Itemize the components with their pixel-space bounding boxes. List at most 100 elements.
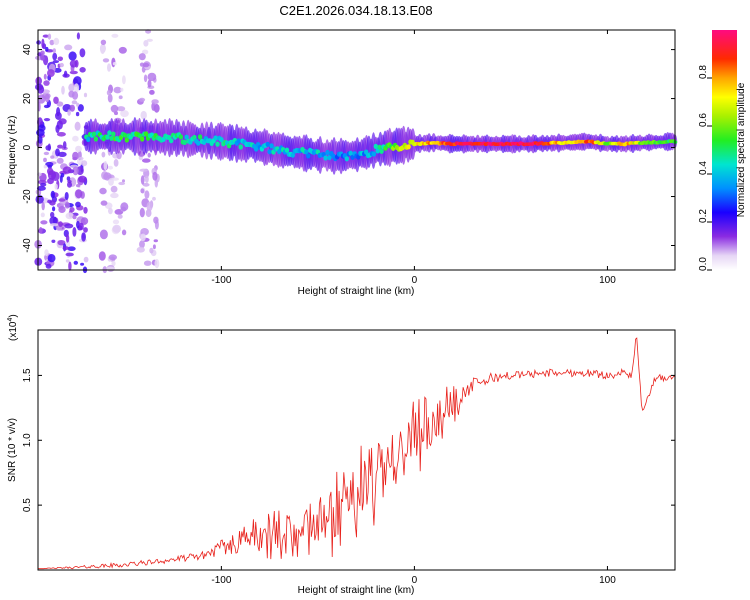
spectrogram-track-point [169, 138, 174, 144]
spectrogram-noise-blob [140, 175, 145, 185]
spectrogram-noise-blob [110, 185, 118, 193]
spectrogram-track-point [122, 132, 128, 138]
spectrogram-noise-blob [67, 180, 72, 183]
snr-y-axis-label: SNR (10 * v/v) [7, 418, 18, 482]
spectrogram-noise-blob [143, 260, 152, 266]
spectrogram-noise-blob [111, 260, 116, 267]
spectrogram-noise-blob [50, 190, 55, 199]
spectrogram-noise-blob [146, 38, 153, 42]
spectrogram-noise-blob [49, 223, 59, 227]
spectrogram-noise-blob [147, 152, 151, 158]
spectrogram-noise-blob [71, 91, 79, 100]
colorbar-tick-label: 0.8 [698, 65, 709, 79]
spectrogram-noise-blob [53, 37, 60, 46]
spectrogram-noise-blob [81, 232, 86, 242]
spectrogram-noise-blob [120, 202, 129, 212]
snr-x-axis-label: Height of straight line (km) [298, 585, 415, 596]
spectrogram-track-point [323, 155, 328, 161]
spectrogram-noise-blob [62, 141, 67, 149]
spectrogram-noise-blob [143, 40, 149, 47]
spectrogram-track-point [215, 141, 220, 147]
spectrogram-noise-blob [38, 227, 43, 234]
spectrogram-noise-blob [38, 135, 43, 144]
spectrogram-noise-blob [40, 220, 48, 225]
spectrogram-noise-blob [143, 74, 148, 83]
spectrogram-track-point [219, 137, 224, 143]
spectrogram-noise-blob [47, 33, 52, 40]
spectrogram-noise-blob [65, 212, 74, 220]
figure-title: C2E1.2026.034.18.13.E08 [279, 3, 432, 18]
spectrogram-track-point [196, 140, 201, 146]
snr-scale-close: ) [8, 314, 19, 317]
spectrogram-noise-blob [83, 92, 88, 98]
spectrogram-noise-blob [68, 51, 77, 61]
spectrogram-noise-blob [72, 214, 77, 220]
spectrogram-noise-blob [118, 95, 123, 100]
spectrogram-noise-blob [44, 93, 50, 103]
spectrogram-noise-blob [64, 44, 73, 51]
spectrogram-track-point [377, 144, 382, 150]
spectrogram-track-point [344, 156, 349, 162]
spectrogram-noise-blob [38, 124, 46, 132]
spectrogram-noise-blob [98, 251, 106, 261]
spectrogram-noise-blob [47, 167, 54, 176]
spectrogram-noise-blob [108, 178, 114, 186]
spectrogram-noise-blob [138, 97, 146, 102]
spectrogram-track-point [371, 151, 377, 157]
spectrogram-noise-blob [139, 207, 145, 218]
spectrogram-noise-blob [79, 67, 86, 73]
spectrogram-track-point [197, 134, 203, 140]
spectrogram-x-tick-label: 0 [412, 275, 418, 286]
spectrogram-noise-blob [43, 164, 47, 169]
spectrogram-track-point [213, 135, 218, 141]
spectrogram-y-ticks: -40 -20 0 20 40 [22, 44, 675, 253]
snr-y-tick-label: 0.5 [22, 498, 33, 512]
spectrogram-noise-blob [116, 151, 122, 160]
spectrogram-noise-blob [102, 58, 110, 63]
spectrogram-noise-blob [144, 190, 150, 199]
spectrogram-y-axis-label: Frequency (Hz) [7, 116, 18, 185]
spectrogram-track-point [306, 153, 311, 159]
spectrogram-noise-blob [106, 266, 115, 271]
spectrogram-noise-blob [52, 60, 59, 64]
colorbar-tick-label: 0.4 [698, 161, 709, 175]
spectrogram-noise-blob [40, 54, 45, 61]
spectrogram-track-point [238, 144, 243, 150]
spectrogram-noise-blob [40, 212, 45, 218]
spectrogram-noise-blob [47, 143, 51, 151]
spectrogram-noise-blob [147, 72, 157, 82]
snr-series-line [38, 337, 675, 570]
spectrogram-noise-blob [83, 227, 88, 233]
spectrogram-track-point [327, 155, 332, 161]
spectrogram-panel: -100 0 100 -40 -20 0 20 40 Height of straight … [7, 29, 678, 297]
spectrogram-noise-blob [51, 171, 60, 181]
spectrogram-noise-blob [108, 254, 118, 261]
spectrogram-noise-blob [58, 118, 67, 125]
spectrogram-noise-blob [45, 46, 49, 52]
spectrogram-track-point [182, 139, 187, 145]
spectrogram-track-point [143, 131, 149, 137]
spectrogram-track-point [140, 136, 145, 142]
spectrogram-noise-blob [139, 62, 145, 67]
spectrogram-track-point [325, 149, 330, 156]
spectrogram-noise-blob [77, 104, 84, 112]
spectrogram-noise-blob [113, 159, 119, 167]
spectrogram-track-point [91, 131, 97, 137]
spectrogram-noise-blob [42, 34, 50, 38]
spectrogram-noise-blob [78, 222, 84, 231]
spectrogram-noise-blob [76, 184, 81, 188]
spectrogram-track-point [178, 134, 183, 140]
spectrogram-noise-blob [57, 144, 64, 149]
spectrogram-noise-blob [47, 69, 55, 78]
spectrogram-noise-blob [112, 224, 121, 233]
spectrogram-noise-blob [56, 101, 64, 107]
colorbar-tick-label: 0.2 [698, 209, 709, 223]
snr-x-tick-label: -100 [211, 575, 231, 586]
spectrogram-noise-blob [47, 199, 53, 204]
spectrogram-noise-blob [49, 216, 58, 225]
spectrogram-noise-blob [140, 110, 147, 120]
spectrogram-noise-blob [68, 83, 75, 92]
spectrogram-noise-blob [153, 216, 159, 224]
spectrogram-track-point [269, 143, 274, 149]
spectrogram-noise-blob [57, 56, 63, 62]
